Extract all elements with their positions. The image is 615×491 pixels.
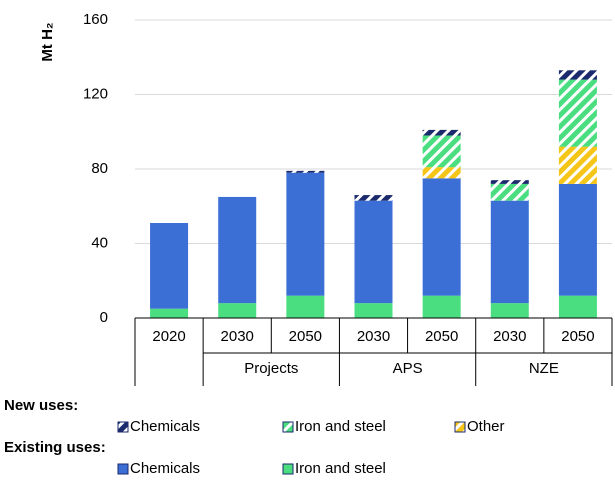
bar-segment bbox=[422, 167, 461, 179]
y-tick-label: 160 bbox=[83, 11, 108, 28]
legend-swatch bbox=[117, 421, 129, 433]
bar-segment bbox=[218, 303, 257, 318]
legend-swatch bbox=[454, 421, 466, 433]
group-label: Projects bbox=[244, 360, 298, 377]
bar-segment bbox=[558, 79, 597, 147]
bar-segment bbox=[490, 200, 529, 304]
bar-segment bbox=[558, 70, 597, 80]
legend-label: Other bbox=[467, 418, 505, 435]
y-tick-label: 40 bbox=[91, 234, 108, 251]
bar-segment bbox=[490, 303, 529, 318]
bar-segment bbox=[354, 195, 393, 201]
bar-segment bbox=[150, 308, 189, 318]
y-tick-label: 0 bbox=[100, 309, 108, 326]
bar-segment bbox=[286, 295, 325, 318]
x-tick-label: 2050 bbox=[289, 328, 322, 345]
bar-segment bbox=[490, 183, 529, 201]
bar-segment bbox=[150, 223, 189, 309]
y-tick-label: 120 bbox=[83, 85, 108, 102]
legend-label: Chemicals bbox=[130, 418, 200, 435]
x-tick-label: 2050 bbox=[425, 328, 458, 345]
legend-swatch bbox=[282, 463, 294, 475]
bar-segment bbox=[490, 180, 529, 184]
bar-segment bbox=[558, 146, 597, 184]
y-axis-label: Mt H₂ bbox=[39, 22, 56, 61]
bar-segment bbox=[286, 172, 325, 296]
legend-title: Existing uses: bbox=[4, 439, 106, 456]
bar-segment bbox=[422, 295, 461, 318]
x-tick-label: 2030 bbox=[221, 328, 254, 345]
x-tick-label: 2030 bbox=[493, 328, 526, 345]
x-tick-label: 2050 bbox=[561, 328, 594, 345]
legend-swatch bbox=[282, 421, 294, 433]
group-label: NZE bbox=[529, 360, 559, 377]
bar-segment bbox=[558, 295, 597, 318]
legend-label: Iron and steel bbox=[295, 418, 386, 435]
y-tick-label: 80 bbox=[91, 160, 108, 177]
bar-segment bbox=[218, 196, 257, 304]
bar-segment bbox=[422, 129, 461, 136]
legend-swatch bbox=[117, 463, 129, 475]
bar-segment bbox=[422, 178, 461, 296]
bar-segment bbox=[354, 200, 393, 304]
bar-segment bbox=[558, 183, 597, 296]
legend-label: Iron and steel bbox=[295, 460, 386, 477]
bar-segment bbox=[286, 170, 325, 173]
legend-label: Chemicals bbox=[130, 460, 200, 477]
bar-segment bbox=[354, 303, 393, 318]
group-label: APS bbox=[393, 360, 423, 377]
x-tick-label: 2030 bbox=[357, 328, 390, 345]
bar-segment bbox=[422, 135, 461, 168]
x-tick-label: 2020 bbox=[152, 328, 185, 345]
legend-title: New uses: bbox=[4, 397, 78, 414]
